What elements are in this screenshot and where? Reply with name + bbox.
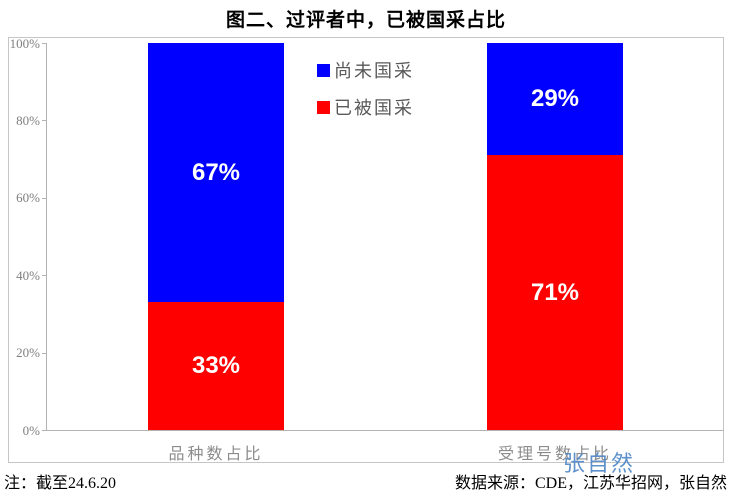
bar-value-label: 67%: [191, 158, 241, 186]
x-axis-line: [46, 430, 724, 431]
bar-segment-already-procured: 71%: [487, 155, 623, 430]
y-tick-label-0: 0%: [22, 423, 40, 438]
data-source-note: 数据来源：CDE，江苏华招网，张自然: [454, 475, 727, 492]
legend-label: 已被国采: [334, 98, 414, 118]
y-tick-mark: [42, 430, 47, 431]
bar-segment-already-procured: 33%: [148, 302, 284, 430]
y-tick-mark: [42, 198, 47, 199]
y-tick-mark: [42, 43, 47, 44]
watermark: 张自然: [563, 451, 636, 476]
y-tick-label-60: 60%: [16, 190, 40, 205]
x-category-label-2: 受理号数占比: [497, 446, 613, 463]
bar-value-label: 33%: [191, 352, 241, 380]
y-tick-label-40: 40%: [16, 268, 40, 283]
stacked-bar-category-2: 29% 71%: [487, 43, 623, 430]
y-tick-label-20: 20%: [16, 345, 40, 360]
legend-swatch-blue: [317, 63, 330, 77]
y-axis-line: [46, 43, 47, 431]
stacked-bar-category-1: 67% 33%: [148, 43, 284, 430]
legend: 尚未国采 已被国采: [317, 57, 414, 120]
legend-swatch-red: [317, 100, 330, 114]
bar-value-label: 71%: [530, 278, 580, 306]
y-tick-label-80: 80%: [16, 113, 40, 128]
bar-value-label: 29%: [530, 85, 580, 113]
footnote: 注：截至24.6.20: [4, 475, 117, 492]
x-category-label-1: 品种数占比: [168, 446, 264, 463]
y-tick-mark: [42, 120, 47, 121]
legend-item-not-yet-procured: 尚未国采: [317, 57, 414, 83]
legend-label: 尚未国采: [334, 61, 414, 81]
legend-item-already-procured: 已被国采: [317, 94, 414, 120]
y-tick-mark: [42, 275, 47, 276]
y-tick-label-100: 100%: [9, 36, 40, 51]
chart-title: 图二、过评者中，已被国采占比: [225, 10, 506, 31]
bar-segment-not-yet-procured: 67%: [148, 43, 284, 303]
y-tick-mark: [42, 353, 47, 354]
bar-segment-not-yet-procured: 29%: [487, 43, 623, 156]
